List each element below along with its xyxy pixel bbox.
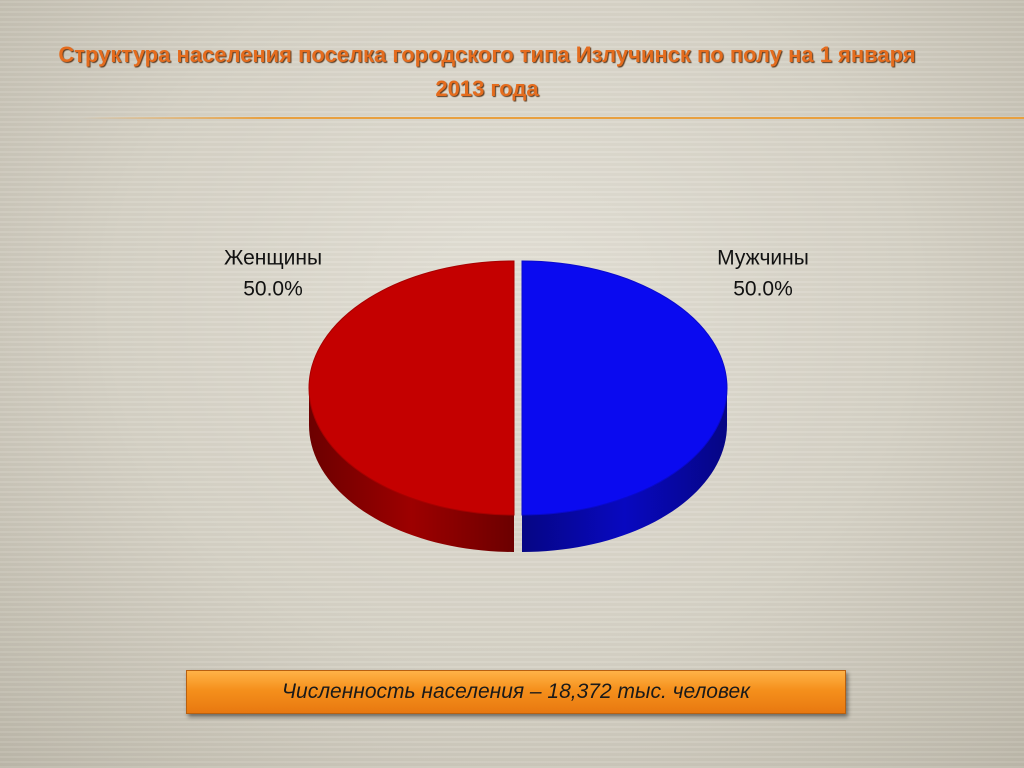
category-label: Мужчины	[717, 247, 809, 270]
pie-top	[308, 260, 515, 516]
chart-title: Структура населения поселка городского т…	[58, 42, 916, 101]
pie-top	[521, 260, 728, 516]
title-rule	[80, 117, 1024, 119]
pie-slice	[308, 260, 515, 552]
chart: Мужчины 50.0% Женщины 50.0%	[224, 247, 809, 552]
pie-slice	[521, 260, 728, 552]
value-label: 50.0%	[733, 278, 793, 301]
value-label: 50.0%	[243, 278, 303, 301]
category-label: Женщины	[224, 247, 322, 270]
annotation: Численность населения – 18,372 тыс. чело…	[186, 670, 846, 714]
